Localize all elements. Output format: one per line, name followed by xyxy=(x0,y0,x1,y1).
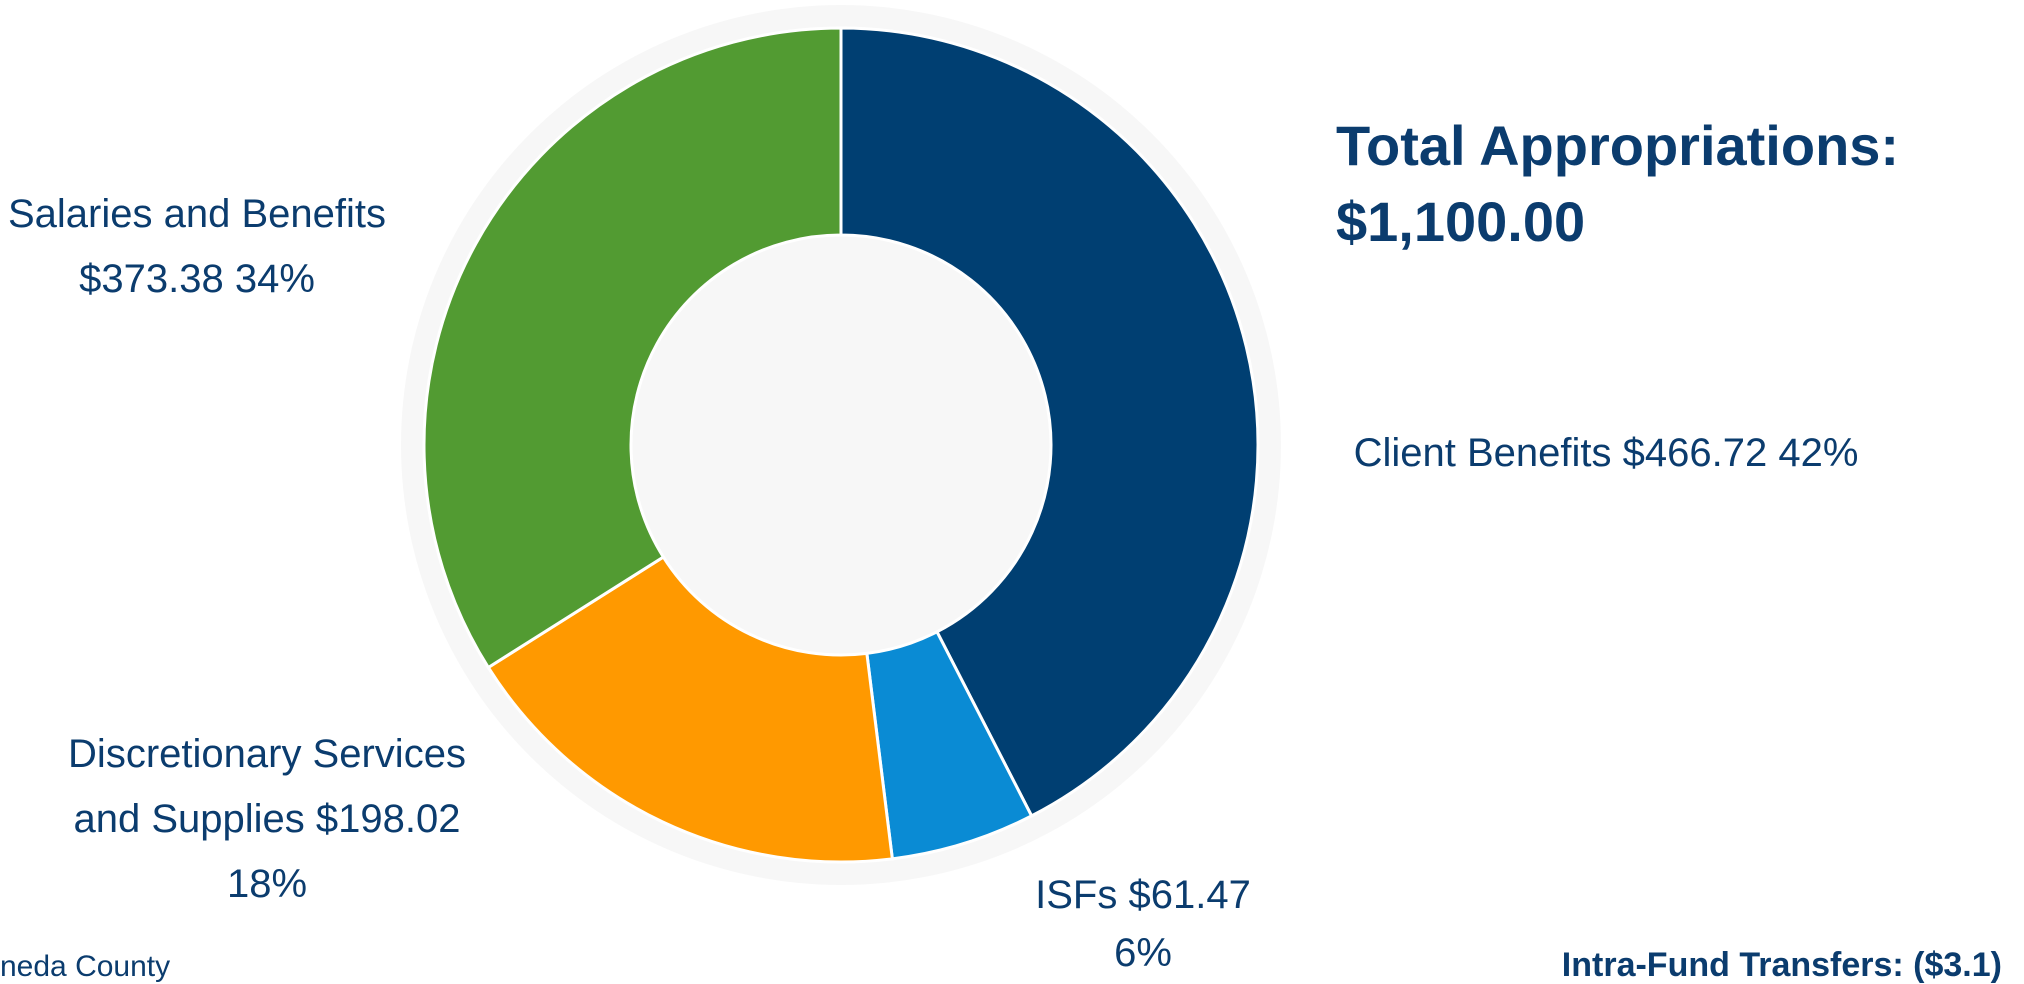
percent-label: 6% xyxy=(1114,931,1172,975)
category: Salaries and Benefits xyxy=(7,192,386,236)
value-label: $373.38 xyxy=(79,257,224,301)
slice-label: Client Benefits $466.72 42% xyxy=(1326,421,1886,486)
category: Client Benefits xyxy=(1353,431,1612,475)
slice xyxy=(486,554,895,864)
footnote: Intra-Fund Transfers: ($3.1) xyxy=(1561,946,2002,984)
percent-label: 18% xyxy=(226,862,308,906)
source: neda County xyxy=(0,950,171,983)
value-label: $61.47 xyxy=(1128,873,1251,917)
value-label: $198.02 xyxy=(315,797,461,841)
slice-label: Salaries and Benefits $373.38 34% xyxy=(7,182,387,312)
percent-label: 34% xyxy=(234,257,315,301)
total: $1,100.00 xyxy=(1336,190,1586,253)
percent-label: 42% xyxy=(1778,431,1859,475)
title: Total Appropriations: xyxy=(1336,114,1900,177)
category: Discretionary Services and Supplies xyxy=(68,732,466,841)
slice xyxy=(422,26,843,670)
title-block: Total Appropriations: $1,100.00 xyxy=(1336,108,2016,260)
category: ISFs xyxy=(1035,873,1118,917)
slice-label: ISFs $61.47 6% xyxy=(1013,866,1273,982)
value-label: $466.72 xyxy=(1622,431,1768,475)
slice xyxy=(839,26,1260,818)
slice-label: Discretionary Services and Supplies $198… xyxy=(47,722,487,917)
